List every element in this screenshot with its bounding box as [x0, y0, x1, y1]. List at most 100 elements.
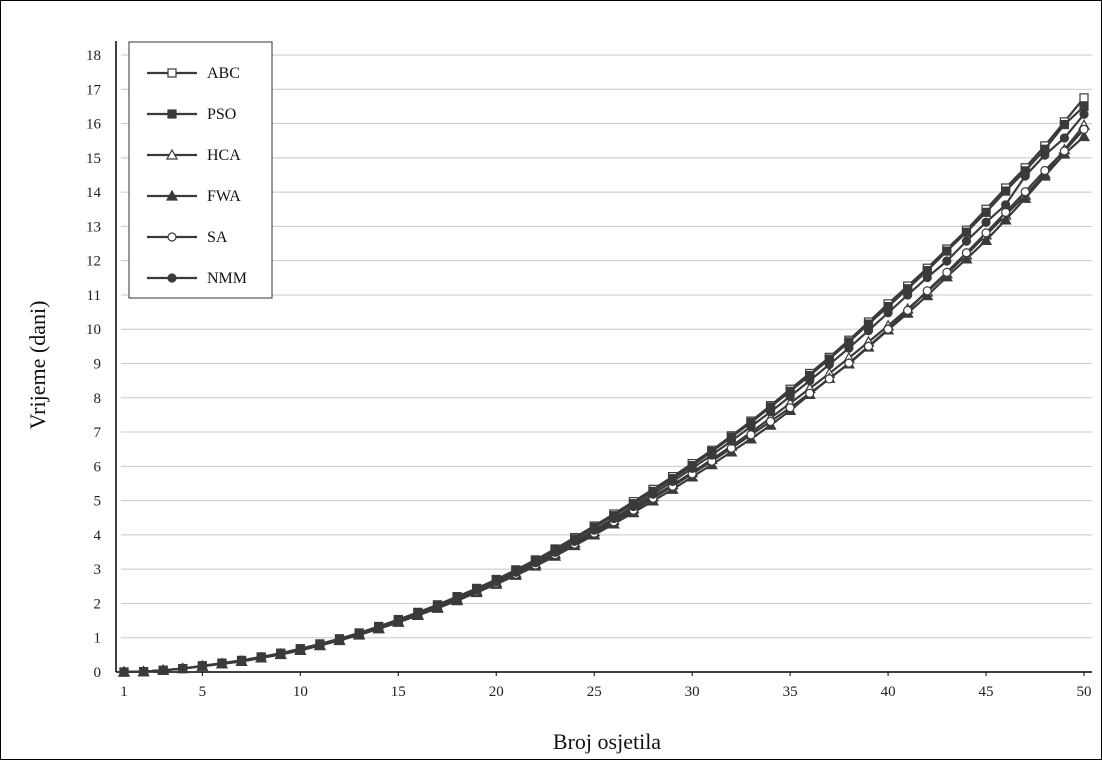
y-tick-label: 5: [94, 494, 102, 510]
y-tick-label: 13: [86, 219, 101, 235]
y-tick-label: 6: [94, 459, 102, 475]
data-point-nmm: [452, 594, 462, 604]
data-point-nmm: [256, 653, 266, 663]
legend-item-fwa: FWA: [147, 188, 241, 205]
data-point-nmm: [432, 601, 443, 612]
y-axis-title: Vrijeme (dani): [25, 301, 50, 430]
data-point-nmm: [276, 649, 286, 659]
data-point-pso: [1079, 101, 1089, 112]
data-point-nmm: [491, 576, 501, 587]
data-point-sa: [863, 341, 874, 351]
data-point-nmm: [1040, 150, 1050, 160]
data-point-fwa: [960, 252, 973, 264]
data-point-sa: [1020, 187, 1030, 197]
data-point-nmm: [1001, 200, 1011, 210]
data-point-sa: [1059, 146, 1070, 156]
data-point-nmm: [648, 489, 658, 499]
data-point-fwa: [1038, 169, 1051, 181]
x-tick-label: 5: [199, 684, 207, 700]
data-point-nmm: [687, 463, 697, 473]
x-tick-label: 40: [881, 684, 896, 700]
series-layer: [117, 93, 1091, 677]
data-point-nmm: [119, 667, 129, 677]
y-tick-label: 2: [94, 596, 102, 612]
data-point-nmm: [236, 656, 247, 666]
data-point-nmm: [138, 667, 149, 677]
data-point-nmm: [315, 640, 325, 650]
data-point-sa: [961, 248, 972, 258]
data-point-nmm: [628, 501, 638, 512]
x-tick-label: 45: [979, 684, 994, 700]
data-point-nmm: [922, 272, 932, 283]
data-point-sa: [1079, 124, 1089, 134]
legend-item-abc: ABC: [147, 65, 240, 82]
data-point-abc: [1079, 93, 1089, 103]
data-point-nmm: [178, 663, 188, 674]
data-point-nmm: [903, 290, 913, 300]
data-point-nmm: [726, 436, 736, 446]
data-point-sa: [903, 305, 913, 315]
data-point-nmm: [961, 236, 972, 246]
y-tick-label: 1: [94, 631, 102, 647]
series-nmm: [119, 109, 1089, 677]
data-point-sa: [942, 267, 952, 277]
data-point-sa: [824, 374, 834, 384]
data-point-fwa: [999, 213, 1012, 225]
data-point-nmm: [765, 407, 776, 417]
legend-box: [128, 41, 273, 299]
x-tick-label: 50: [1077, 684, 1092, 700]
y-tick-label: 8: [94, 391, 102, 407]
legend-label: HCA: [207, 147, 241, 164]
y-tick-label: 12: [86, 254, 101, 270]
data-point-nmm: [570, 536, 580, 547]
y-tick-label: 10: [86, 322, 101, 338]
legend-marker-nmm: [167, 273, 177, 283]
x-tick-label: 35: [783, 684, 798, 700]
y-tick-label: 15: [86, 151, 101, 167]
data-point-nmm: [707, 450, 717, 460]
data-point-sa: [981, 228, 991, 238]
legend-item-sa: SA: [147, 229, 228, 246]
legend-label: SA: [207, 229, 228, 246]
data-point-nmm: [805, 376, 815, 386]
data-point-sa: [805, 388, 815, 398]
legend-item-hca: HCA: [147, 147, 241, 164]
data-point-nmm: [981, 217, 991, 227]
data-point-nmm: [217, 658, 227, 669]
data-point-nmm: [942, 256, 952, 266]
data-point-nmm: [530, 558, 541, 568]
data-point-nmm: [1059, 133, 1070, 143]
data-point-nmm: [589, 525, 599, 535]
x-tick-labels: 1 5 10 15 20 25 30 35 40 45 50: [120, 684, 1091, 700]
x-axis-title: Broj osjetila: [553, 729, 661, 754]
data-point-fwa: [980, 234, 993, 246]
data-point-nmm: [609, 513, 619, 524]
legend-item-pso: PSO: [147, 106, 236, 123]
legend-marker-pso: [167, 109, 177, 119]
x-tick-label: 30: [685, 684, 700, 700]
data-point-nmm: [158, 665, 168, 675]
y-tick-label: 9: [94, 357, 102, 373]
y-tick-label: 18: [86, 48, 101, 64]
y-tick-label: 3: [94, 562, 102, 578]
y-tick-label: 11: [87, 288, 101, 304]
data-point-nmm: [197, 661, 207, 671]
data-point-nmm: [824, 359, 834, 370]
grid-lines: [121, 54, 1092, 639]
x-tick-label: 25: [587, 684, 602, 700]
y-tick-label: 4: [94, 528, 102, 544]
data-point-nmm: [295, 645, 305, 655]
data-point-nmm: [334, 635, 345, 645]
data-point-sa: [765, 416, 776, 427]
y-tick-label: 16: [86, 117, 102, 133]
data-point-pso: [981, 207, 991, 217]
y-tick-label: 7: [94, 425, 102, 441]
x-tick-label: 20: [489, 684, 504, 700]
data-point-nmm: [550, 547, 560, 557]
data-point-sa: [844, 358, 854, 368]
data-point-nmm: [667, 476, 678, 487]
data-point-nmm: [863, 325, 874, 336]
data-point-nmm: [393, 616, 403, 626]
